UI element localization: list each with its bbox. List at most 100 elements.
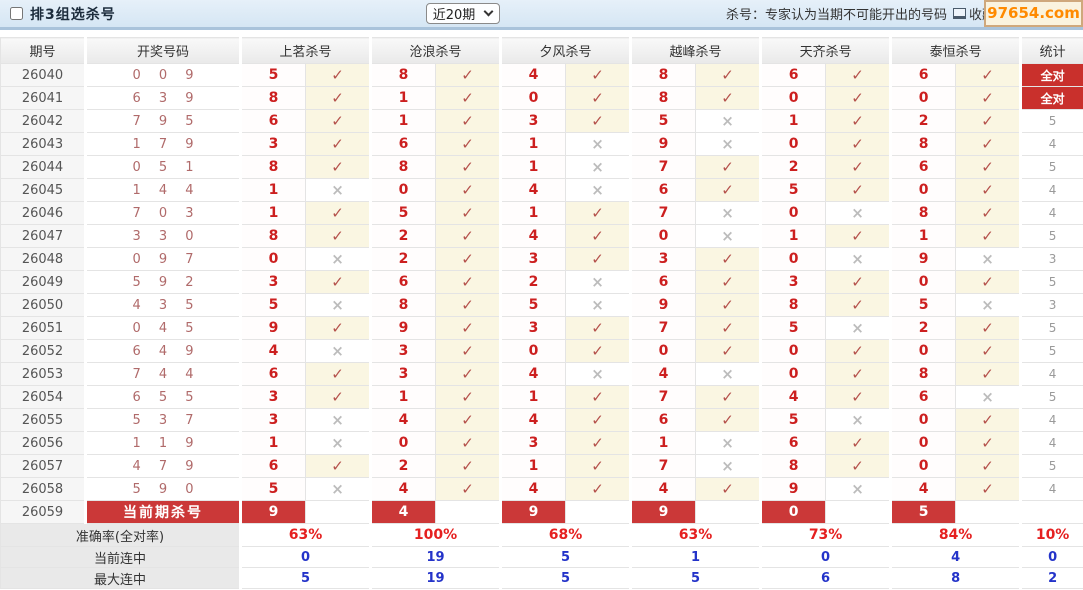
kill-number-cell: 1 bbox=[759, 109, 827, 133]
check-icon: ✓ bbox=[955, 362, 1022, 386]
all-correct-badge: 全对 bbox=[1019, 63, 1083, 87]
cross-icon: × bbox=[565, 270, 632, 294]
check-icon: ✓ bbox=[695, 385, 762, 409]
check-icon: ✓ bbox=[304, 109, 372, 133]
period-cell: 26053 bbox=[0, 362, 86, 386]
stat-count-cell: 4 bbox=[1019, 362, 1083, 386]
empty-mark-cell bbox=[825, 500, 892, 524]
kill-number-cell: 3 bbox=[629, 247, 697, 271]
kill-number-cell: 9 bbox=[629, 132, 697, 156]
kill-number-cell: 8 bbox=[889, 132, 957, 156]
kill-number-cell: 2 bbox=[889, 109, 957, 133]
kill-number-cell: 7 bbox=[629, 454, 697, 478]
column-header-stat: 统计 bbox=[1019, 37, 1083, 64]
check-icon: ✓ bbox=[435, 270, 502, 294]
stat-count-cell: 4 bbox=[1019, 431, 1083, 455]
kill-number-cell: 0 bbox=[889, 270, 957, 294]
table-row: 26040 0 0 9 5 ✓ 8 ✓ 4 ✓ 8 ✓ 6 ✓ 6 ✓ 全对 bbox=[0, 63, 1083, 87]
check-icon: ✓ bbox=[955, 408, 1022, 432]
cross-icon: × bbox=[304, 247, 372, 271]
period-select[interactable]: 近20期 bbox=[425, 3, 500, 24]
kill-number-cell: 1 bbox=[499, 385, 567, 409]
kill-number-cell: 8 bbox=[239, 86, 306, 110]
check-icon: ✓ bbox=[435, 362, 502, 386]
check-icon: ✓ bbox=[695, 86, 762, 110]
period-cell: 26057 bbox=[0, 454, 86, 478]
site-watermark: 97654.com bbox=[984, 0, 1083, 27]
kill-number-cell: 5 bbox=[759, 408, 827, 432]
check-icon: ✓ bbox=[695, 155, 762, 179]
cross-icon: × bbox=[955, 293, 1022, 317]
draw-numbers-cell: 7 4 4 bbox=[84, 362, 241, 386]
footer-value-cell: 5 bbox=[499, 567, 632, 589]
table-header-row: 期号 开奖号码 上茗杀号 沧浪杀号 夕风杀号 越峰杀号 天齐杀号 泰恒杀号 统计 bbox=[0, 37, 1083, 64]
draw-numbers-cell: 6 5 5 bbox=[84, 385, 241, 409]
draw-numbers-cell: 1 1 9 bbox=[84, 431, 241, 455]
kill-number-cell: 8 bbox=[239, 224, 306, 248]
check-icon: ✓ bbox=[435, 178, 502, 202]
kill-number-cell: 0 bbox=[759, 201, 827, 225]
check-icon: ✓ bbox=[565, 63, 632, 87]
current-kill-number-cell: 0 bbox=[759, 500, 827, 524]
kill-number-cell: 2 bbox=[889, 316, 957, 340]
check-icon: ✓ bbox=[695, 316, 762, 340]
check-icon: ✓ bbox=[955, 201, 1022, 225]
footer-stat-row: 当前连中 0 19 5 1 0 4 0 bbox=[0, 546, 1083, 568]
check-icon: ✓ bbox=[825, 178, 892, 202]
kill-number-cell: 6 bbox=[239, 362, 306, 386]
collapse-checkbox[interactable] bbox=[10, 7, 23, 20]
table-row: 26048 0 9 7 0 × 2 ✓ 3 ✓ 3 ✓ 0 × 9 × 3 bbox=[0, 247, 1083, 271]
table-row: 26051 0 4 5 9 ✓ 9 ✓ 3 ✓ 7 ✓ 5 × 2 ✓ 5 bbox=[0, 316, 1083, 340]
draw-numbers-cell: 1 7 9 bbox=[84, 132, 241, 156]
draw-numbers-cell: 5 9 2 bbox=[84, 270, 241, 294]
kill-number-cell: 8 bbox=[759, 293, 827, 317]
draw-numbers-cell: 0 9 7 bbox=[84, 247, 241, 271]
check-icon: ✓ bbox=[955, 132, 1022, 156]
kill-number-cell: 0 bbox=[759, 86, 827, 110]
stat-count-cell bbox=[1019, 500, 1083, 524]
column-header-expert: 上茗杀号 bbox=[238, 37, 372, 64]
kill-number-cell: 5 bbox=[499, 293, 567, 317]
kill-number-cell: 6 bbox=[369, 132, 437, 156]
footer-value-cell: 0 bbox=[238, 546, 372, 568]
period-cell: 26042 bbox=[0, 109, 86, 133]
draw-numbers-cell: 1 4 4 bbox=[84, 178, 241, 202]
kill-number-cell: 0 bbox=[889, 178, 957, 202]
kill-number-cell: 3 bbox=[239, 385, 306, 409]
check-icon: ✓ bbox=[955, 224, 1022, 248]
table-row: 26057 4 7 9 6 ✓ 2 ✓ 1 ✓ 7 × 8 ✓ 0 ✓ 5 bbox=[0, 454, 1083, 478]
check-icon: ✓ bbox=[825, 454, 892, 478]
kill-number-cell: 0 bbox=[889, 408, 957, 432]
kill-number-cell: 0 bbox=[889, 431, 957, 455]
stat-count-cell: 4 bbox=[1019, 477, 1083, 501]
kill-number-cell: 8 bbox=[889, 201, 957, 225]
kill-number-cell: 3 bbox=[499, 109, 567, 133]
kill-number-cell: 8 bbox=[629, 86, 697, 110]
check-icon: ✓ bbox=[825, 362, 892, 386]
footer-label-cell: 当前连中 bbox=[0, 546, 241, 568]
footer-stat-row: 准确率(全对率) 63% 100% 68% 63% 73% 84% 10% bbox=[0, 523, 1083, 547]
cross-icon: × bbox=[304, 431, 372, 455]
kill-number-cell: 0 bbox=[499, 339, 567, 363]
check-icon: ✓ bbox=[435, 247, 502, 271]
check-icon: ✓ bbox=[825, 155, 892, 179]
cross-icon: × bbox=[304, 293, 372, 317]
all-correct-badge: 全对 bbox=[1019, 86, 1083, 110]
kill-number-cell: 3 bbox=[369, 339, 437, 363]
kill-number-cell: 4 bbox=[499, 63, 567, 87]
footer-value-cell: 5 bbox=[499, 546, 632, 568]
current-kill-number-cell: 9 bbox=[629, 500, 697, 524]
cross-icon: × bbox=[565, 178, 632, 202]
draw-numbers-cell: 6 3 9 bbox=[84, 86, 241, 110]
check-icon: ✓ bbox=[304, 362, 372, 386]
favorite-icon bbox=[952, 8, 966, 19]
page-title: 排3组选杀号 bbox=[30, 6, 116, 23]
kill-number-cell: 6 bbox=[889, 385, 957, 409]
check-icon: ✓ bbox=[435, 63, 502, 87]
kill-number-cell: 1 bbox=[499, 155, 567, 179]
draw-numbers-cell: 7 0 3 bbox=[84, 201, 241, 225]
footer-value-cell: 8 bbox=[889, 567, 1022, 589]
stat-count-cell: 5 bbox=[1019, 109, 1083, 133]
kill-number-cell: 6 bbox=[239, 109, 306, 133]
check-icon: ✓ bbox=[825, 270, 892, 294]
